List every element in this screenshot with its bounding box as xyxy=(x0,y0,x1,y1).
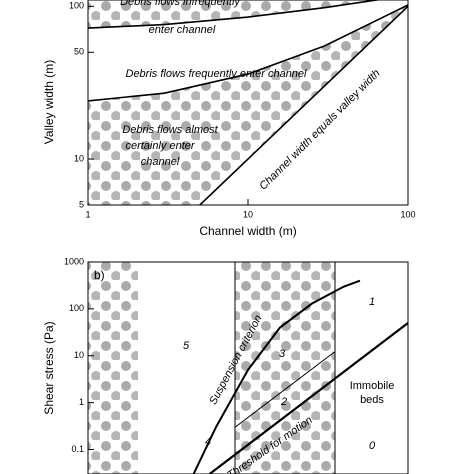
shaded-region xyxy=(235,262,335,474)
plot xyxy=(88,0,408,205)
series-line xyxy=(88,0,382,29)
y-axis-label: Shear stress (Pa) xyxy=(42,321,56,414)
y-tick-label: 1 xyxy=(79,397,84,407)
series-line xyxy=(208,322,408,474)
annotation: 1 xyxy=(369,296,375,308)
y-tick-label: 100 xyxy=(69,303,84,313)
y-tick-label: 10 xyxy=(74,153,84,163)
y-tick-label: 1000 xyxy=(64,256,84,266)
annotation: 0 xyxy=(369,440,376,452)
x-tick-label: 10 xyxy=(243,209,253,219)
annotation: Debris flows frequently enter channel xyxy=(126,68,308,80)
x-tick-label: 1 xyxy=(85,209,90,219)
annotation: Immobile xyxy=(350,380,395,392)
y-axis-label: Valley width (m) xyxy=(42,60,56,144)
series-line xyxy=(192,279,361,474)
annotation: 5 xyxy=(183,340,190,352)
annotation: 4 xyxy=(205,436,211,448)
panel-label: b) xyxy=(94,268,105,282)
annotation: channel xyxy=(141,156,180,168)
x-axis-label: Channel width (m) xyxy=(199,224,296,238)
x-tick-label: 100 xyxy=(400,209,415,219)
y-tick-label: 5 xyxy=(79,199,84,209)
annotation: certainly enter xyxy=(125,140,195,152)
y-tick-label: 0.1 xyxy=(71,444,84,454)
annotation: 3 xyxy=(279,348,286,360)
annotation: Debris flows almost xyxy=(122,124,218,136)
y-tick-label: 100 xyxy=(69,1,84,11)
plot-frame xyxy=(87,261,409,474)
plot-frame xyxy=(87,0,409,206)
annotation: beds xyxy=(360,394,384,406)
annotation: 2 xyxy=(280,396,287,408)
series-line xyxy=(234,351,335,428)
clear-band xyxy=(88,0,408,101)
shaded-region xyxy=(88,262,138,474)
series-line xyxy=(199,5,408,205)
y-tick-label: 50 xyxy=(74,47,84,57)
annotation: enter channel xyxy=(149,24,216,36)
plot xyxy=(192,279,408,474)
y-tick-label: 10 xyxy=(74,350,84,360)
annotation: Debris flows infrequently xyxy=(120,0,241,8)
series-line xyxy=(88,4,408,102)
